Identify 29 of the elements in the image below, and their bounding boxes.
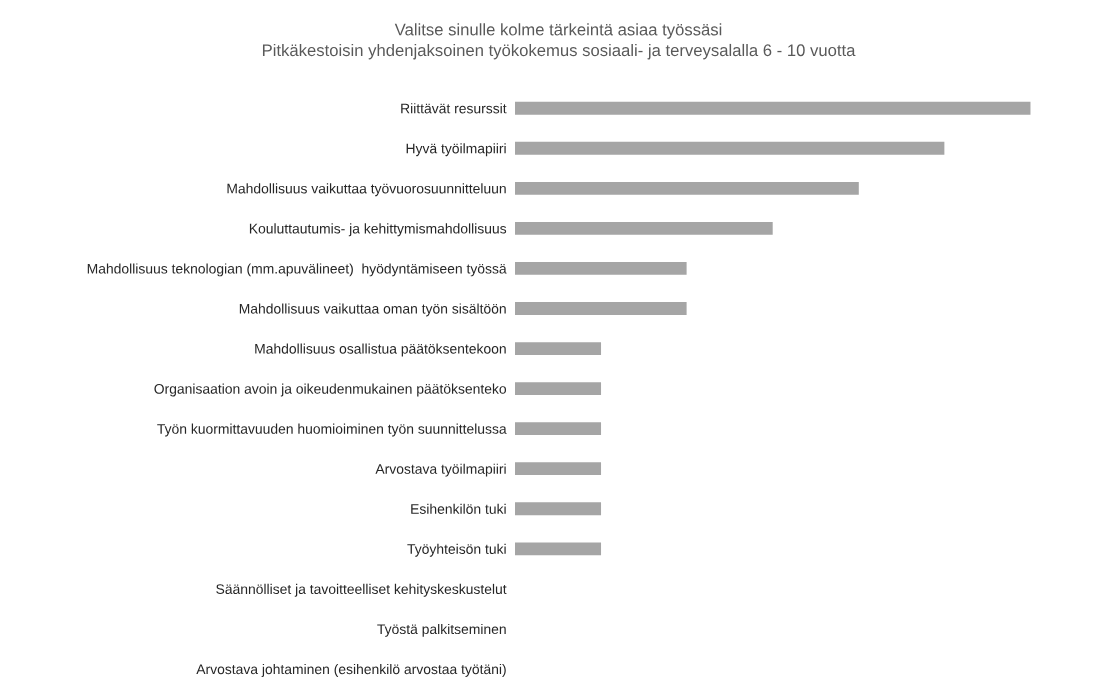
y-tick-label: Hyvä työilmapiiri (406, 143, 506, 157)
y-tick-label: Työstä palkitseminen (377, 623, 506, 637)
y-tick-label: Arvostava johtaminen (esihenkilö arvostaa työtäni) (196, 663, 506, 677)
bar (514, 542, 602, 556)
y-tick-label: Työn kuormittavuuden huomioiminen työn suunnittelussa (157, 423, 507, 437)
y-tick-label: Työyhteisön tuki (407, 543, 506, 557)
bar (514, 462, 602, 476)
y-tick-label: Mahdollisuus teknologian (mm.apuvälineet) hyödyntämiseen työssä (87, 263, 507, 277)
y-tick-label: Arvostava työilmapiiri (375, 463, 506, 477)
bar (514, 342, 602, 355)
bar (514, 262, 687, 275)
bar (514, 101, 1031, 115)
y-tick-label: Riittävät resurssit (401, 103, 507, 114)
bar (514, 181, 859, 195)
bar (514, 141, 945, 155)
y-tick-label: Mahdollisuus vaikuttaa oman työn sisältöön (239, 303, 506, 317)
y-tick-label: Säännölliset ja tavoitteelliset kehityskeskustelut (216, 583, 507, 597)
bar (514, 422, 602, 436)
y-tick-label: Esihenkilön tuki (411, 503, 506, 514)
bar (514, 502, 602, 516)
bar (514, 302, 687, 315)
chart-title: Valitse sinulle kolme tärkeintä asiaa työssäsi (394, 23, 722, 39)
bar (514, 221, 773, 235)
y-tick-label: Kouluttautumis- ja kehittymismahdollisuus (249, 223, 507, 237)
y-tick-label: Mahdollisuus vaikuttaa työvuorosuunnitteluun (227, 183, 506, 197)
y-tick-label: Organisaation avoin ja oikeudenmukainen päätöksenteko (154, 383, 507, 397)
y-tick-label: Mahdollisuus osallistua päätöksentekoon (255, 343, 506, 357)
chart-subtitle: Pitkäkestoisin yhdenjaksoinen työkokemus sosiaali- ja terveysalalla 6 - 10 vuotta (262, 43, 856, 60)
bar (514, 382, 602, 395)
